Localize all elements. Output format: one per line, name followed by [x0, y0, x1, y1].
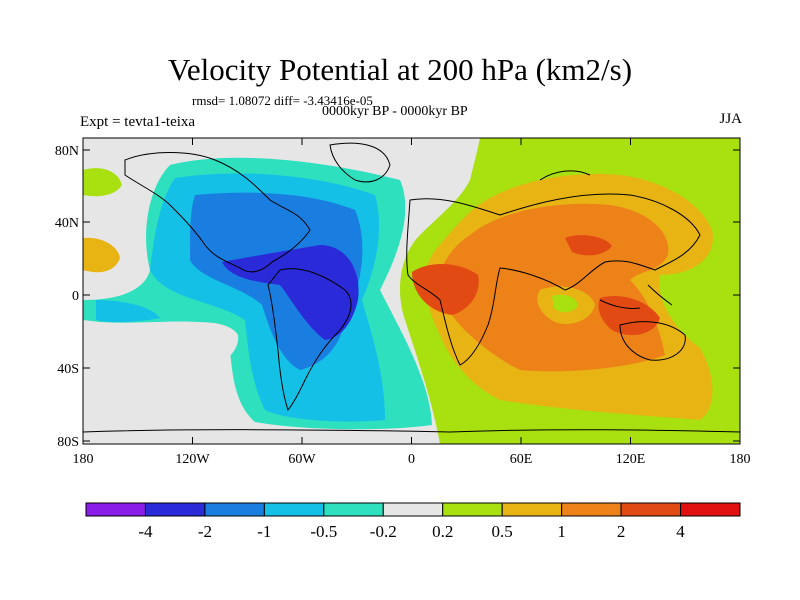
page-title: Velocity Potential at 200 hPa (km2/s) [167, 52, 633, 87]
colorbar-label: 2 [617, 522, 626, 541]
lon-label-180e: 180 [730, 452, 751, 467]
lon-label-0: 0 [408, 452, 415, 467]
island-coasts [539, 170, 673, 309]
south-america-coast [267, 268, 352, 412]
colorbar-label: 1 [557, 522, 566, 541]
lat-label-0: 0 [72, 289, 79, 304]
lon-label-60w: 60W [288, 452, 316, 467]
colorbar-label: -0.2 [370, 522, 397, 541]
experiment-label: Expt = tevta1-teixa [80, 114, 196, 130]
subtitle: 0000kyr BP - 0000kyr BP [322, 104, 468, 119]
colorbar-label: -4 [138, 522, 153, 541]
lat-label-80n: 80N [55, 144, 79, 159]
colorbar: -4 -2 -1 -0.5 -0.2 0.2 0.5 1 2 4 [85, 502, 741, 541]
colorbar-label: 4 [676, 522, 685, 541]
colorbar-label: -2 [198, 522, 212, 541]
greenland-coast [329, 142, 391, 183]
lat-tick-marks [83, 149, 740, 442]
colorbar-swatch [204, 502, 265, 517]
lon-label-120w: 120W [175, 452, 210, 467]
season-label: JJA [719, 111, 742, 127]
lat-label-40s: 40S [57, 362, 79, 377]
lon-label-120e: 120E [616, 452, 646, 467]
antarctica-coast [83, 429, 740, 433]
lat-tick-labels: 80N 40N 0 40S 80S [55, 144, 79, 450]
north-america-coast [124, 152, 311, 273]
colorbar-swatch [263, 502, 325, 517]
colorbar-label: 0.5 [492, 522, 513, 541]
colorbar-swatch [323, 502, 384, 517]
lat-label-80s: 80S [57, 435, 79, 450]
colorbar-swatch [144, 502, 206, 517]
colorbar-label: -1 [257, 522, 271, 541]
eurasia-africa-coast [406, 193, 701, 366]
colorbar-swatch [442, 502, 503, 517]
lon-label-180w: 180 [73, 452, 94, 467]
lon-label-60e: 60E [510, 452, 533, 467]
colorbar-swatch [620, 502, 682, 517]
lat-label-40n: 40N [55, 216, 79, 231]
colorbar-swatch [382, 502, 444, 517]
stats-line: rmsd= 1.08072 diff= -3.43416e-05 [192, 93, 373, 108]
coastlines [83, 142, 740, 433]
lon-tick-labels: 180 120W 60W 0 60E 120E 180 [73, 452, 751, 467]
colorbar-swatch [501, 502, 563, 517]
colorbar-label: -0.5 [310, 522, 337, 541]
lon-tick-marks [82, 138, 631, 444]
positive-region [83, 138, 740, 444]
contour-field [83, 138, 740, 444]
colorbar-label: 0.2 [432, 522, 453, 541]
colorbar-swatch [85, 502, 146, 517]
colorbar-swatch [561, 502, 622, 517]
colorbar-swatch [680, 502, 741, 517]
australia-coast [619, 321, 686, 361]
